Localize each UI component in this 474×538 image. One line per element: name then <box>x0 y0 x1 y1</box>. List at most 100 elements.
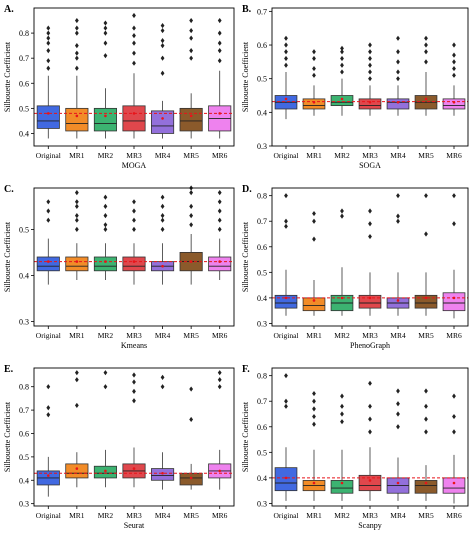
panel-label: B. <box>242 4 252 15</box>
x-tick-label: MR5 <box>418 331 434 340</box>
outlier-point <box>132 208 136 214</box>
outlier-point <box>189 203 194 209</box>
x-tick-label: MR3 <box>362 331 378 340</box>
x-tick-label: Original <box>36 511 61 520</box>
outlier-point <box>217 58 222 64</box>
outlier-point <box>103 384 108 390</box>
outlier-point <box>396 213 400 219</box>
y-axis-title: Silhouette Coefficient <box>241 41 250 112</box>
outlier-point <box>340 403 344 409</box>
outlier-point <box>424 388 428 394</box>
y-tick-label: 0.6 <box>257 243 267 252</box>
outlier-point <box>396 411 400 417</box>
mean-marker <box>396 299 400 302</box>
outlier-point <box>189 35 194 41</box>
y-axis-title: Silhouette Coefficient <box>3 221 12 292</box>
y-tick-label: 0.4 <box>19 271 29 280</box>
outlier-point <box>424 49 428 55</box>
outlier-point <box>284 218 288 224</box>
outlier-point <box>74 43 79 49</box>
panel-label: E. <box>4 364 14 375</box>
y-axis-title: Silhouette Coefficient <box>3 41 12 112</box>
outlier-point <box>284 223 288 229</box>
x-tick-label: MR5 <box>418 151 434 160</box>
y-tick-label: 0.3 <box>19 500 29 509</box>
outlier-point <box>396 388 400 394</box>
mean-marker <box>312 299 316 302</box>
x-tick-label: MR4 <box>390 151 406 160</box>
x-tick-label: MR3 <box>126 151 142 160</box>
mean-marker <box>368 479 372 482</box>
y-axis-title: Silhouette Coefficient <box>3 401 12 472</box>
outlier-point <box>340 213 344 219</box>
outlier-point <box>160 374 165 380</box>
outlier-point <box>189 416 194 423</box>
outlier-point <box>312 413 316 420</box>
y-tick-label: 0.6 <box>257 41 267 50</box>
box-mr3 <box>358 474 382 492</box>
mean-marker <box>132 467 136 470</box>
outlier-point <box>74 30 79 36</box>
x-tick-label: MR1 <box>306 511 322 520</box>
outlier-point <box>160 194 165 200</box>
outlier-point <box>312 218 316 224</box>
x-tick-label: MR3 <box>362 511 378 520</box>
y-tick-label: 0.3 <box>19 317 29 326</box>
outlier-point <box>46 40 51 46</box>
outlier-point <box>217 217 222 223</box>
y-tick-label: 0.6 <box>19 429 29 438</box>
panel-label: C. <box>4 184 14 195</box>
x-tick-label: MR2 <box>334 511 350 520</box>
outlier-point <box>46 35 51 41</box>
y-tick-label: 0.4 <box>257 474 267 483</box>
outlier-point <box>46 58 51 64</box>
x-axis-title: Scanpy <box>358 521 382 530</box>
mean-marker <box>284 296 288 300</box>
outlier-point <box>396 218 400 224</box>
x-tick-label: Original <box>274 331 299 340</box>
outlier-point <box>312 398 316 404</box>
box-mr3 <box>358 98 382 110</box>
mean-marker <box>104 114 107 118</box>
outlier-point <box>284 35 288 41</box>
outlier-point <box>424 403 428 409</box>
box-mr5 <box>414 480 438 494</box>
mean-marker <box>424 296 428 300</box>
outlier-point <box>396 35 400 41</box>
outlier-point <box>103 222 108 228</box>
y-tick-label: 0.7 <box>257 7 267 16</box>
y-tick-label: 0.3 <box>257 319 267 328</box>
panel-5: E. 0.3 0.4 0.5 0.6 0.7 0.8 Silhouette Coefficie… <box>3 364 235 530</box>
outlier-point <box>312 65 316 72</box>
outlier-point <box>46 412 51 418</box>
outlier-point <box>217 377 222 383</box>
outlier-point <box>368 233 372 240</box>
x-tick-label: Original <box>36 151 61 160</box>
outlier-point <box>424 429 428 435</box>
outlier-point <box>368 221 372 227</box>
box-mr3 <box>122 256 146 272</box>
outlier-point <box>368 380 372 386</box>
box-mr2 <box>330 480 354 494</box>
x-tick-label: MR4 <box>390 511 406 520</box>
outlier-point <box>132 12 136 19</box>
box-mr5 <box>414 294 438 309</box>
outlier-point <box>312 390 316 397</box>
y-tick-label: 0.8 <box>19 29 29 38</box>
mean-marker <box>161 471 164 475</box>
x-tick-label: MR4 <box>155 511 171 520</box>
outlier-point <box>160 226 165 232</box>
outlier-point <box>424 231 428 237</box>
outlier-point <box>103 20 108 26</box>
outlier-point <box>217 48 222 54</box>
outlier-point <box>160 203 165 209</box>
outlier-point <box>46 25 51 31</box>
y-tick-label: 0.4 <box>257 294 267 303</box>
x-tick-label: MR2 <box>98 151 114 160</box>
outlier-point <box>340 393 344 399</box>
x-tick-label: MR6 <box>446 511 462 520</box>
panel-3: C. 0.3 0.4 0.5 Silhouette Coefficient Origina… <box>3 184 235 350</box>
outlier-point <box>103 213 108 219</box>
mean-marker <box>46 112 50 115</box>
